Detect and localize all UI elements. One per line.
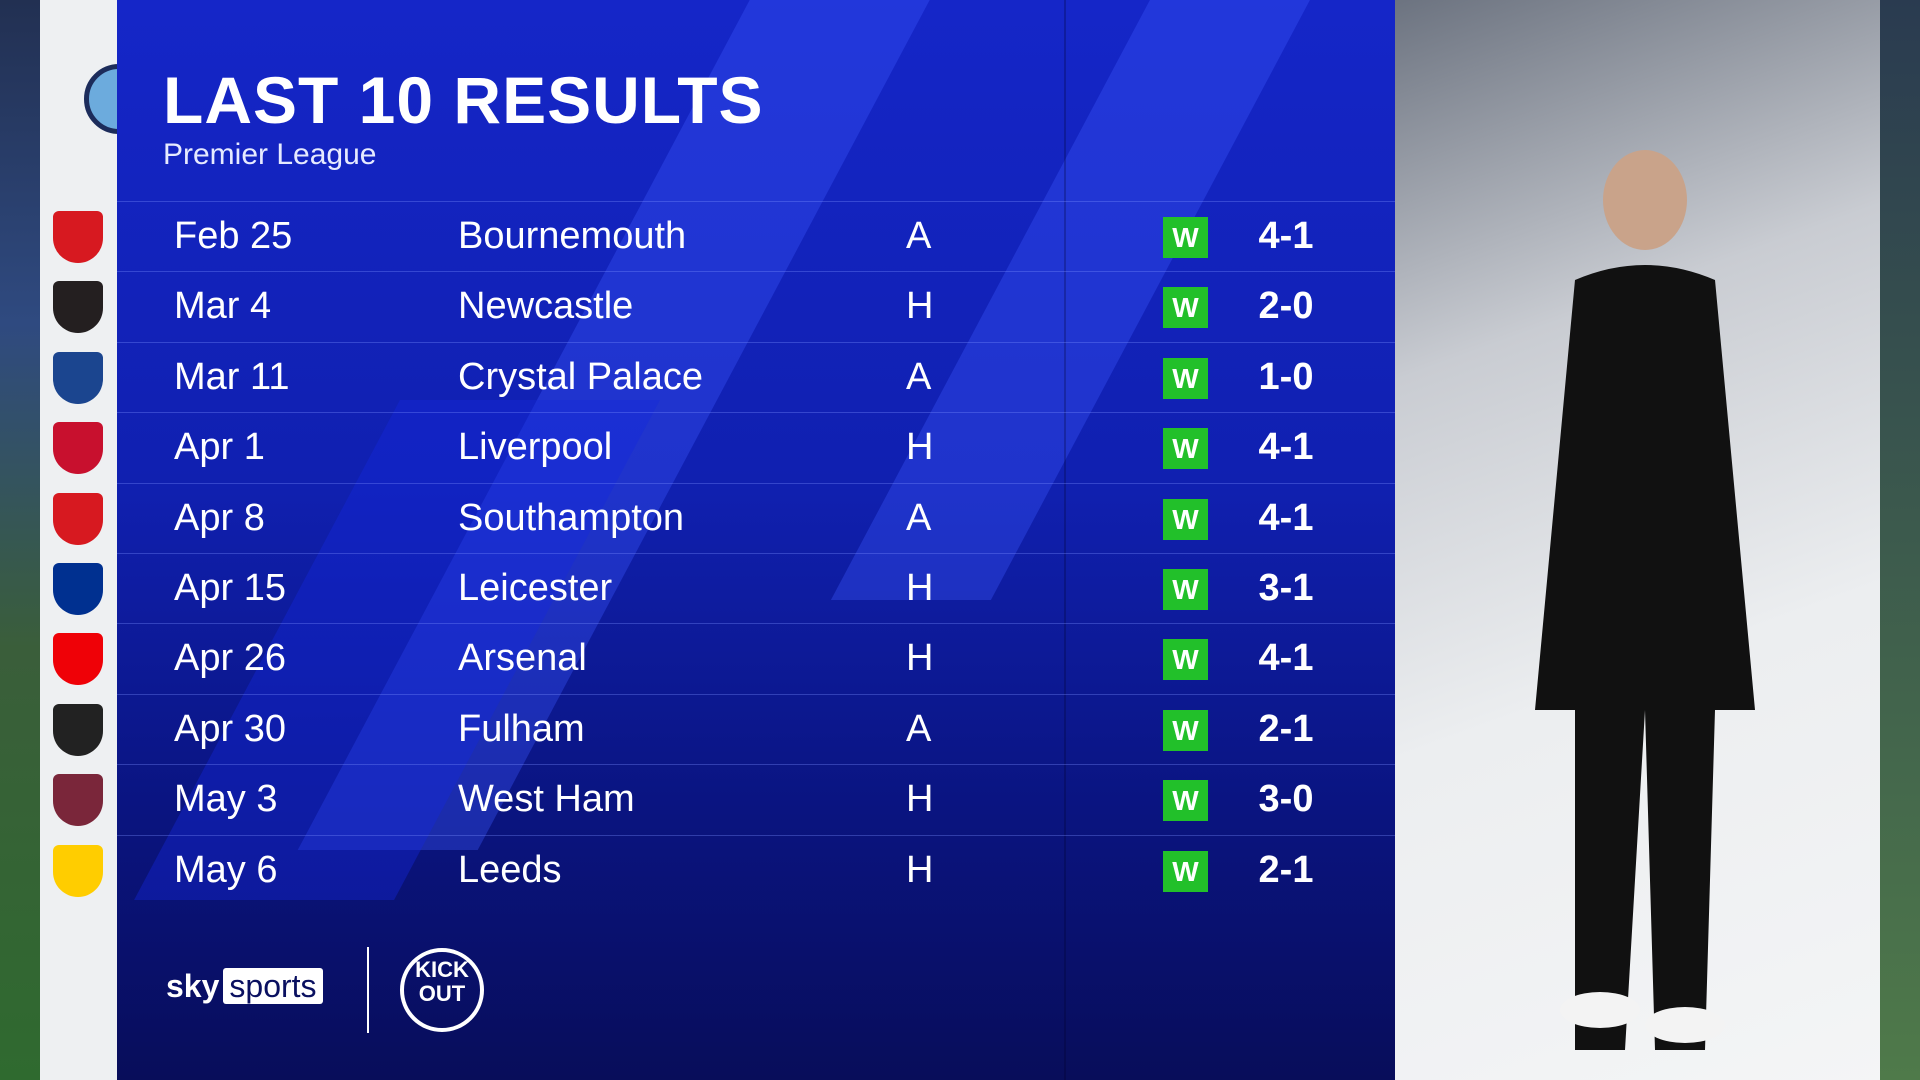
opponent-name: Southampton — [458, 496, 685, 539]
opponent-crest-icon — [53, 281, 103, 334]
row-divider — [117, 623, 1395, 625]
row-divider — [117, 693, 1395, 695]
result-row: May 3 West Ham H W 3-0 — [0, 764, 1920, 834]
score: 4-1 — [1258, 215, 1314, 257]
venue: H — [906, 567, 934, 609]
venue: H — [906, 426, 934, 469]
opponent-crest-icon — [53, 844, 103, 897]
row-divider — [117, 271, 1395, 273]
result-badge: W — [1163, 709, 1208, 751]
result-badge: W — [1163, 569, 1208, 610]
venue: H — [906, 778, 934, 821]
score: 4-1 — [1258, 496, 1314, 539]
match-date: Apr 26 — [174, 637, 286, 680]
result-row: Mar 4 Newcastle H W 2-0 — [0, 271, 1920, 341]
row-divider — [117, 553, 1395, 554]
sky-sports-logo: sky sports — [166, 968, 323, 1005]
manager-photo — [1395, 0, 1920, 1080]
row-divider — [117, 341, 1395, 343]
result-badge: W — [1163, 850, 1208, 892]
opponent-crest-icon — [53, 774, 103, 827]
match-date: Apr 15 — [174, 567, 286, 609]
opponent-name: Leeds — [458, 848, 562, 891]
match-date: Mar 4 — [174, 285, 272, 328]
opponent-crest-icon — [53, 633, 103, 686]
stadium-background — [0, 0, 40, 1080]
venue: A — [906, 215, 932, 257]
opponent-crest-icon — [53, 703, 103, 756]
venue: H — [906, 848, 934, 891]
result-row: Mar 11 Crystal Palace A W 1-0 — [0, 341, 1920, 412]
opponent-crest-icon — [53, 211, 103, 263]
score: 2-1 — [1258, 707, 1314, 750]
result-row: Apr 26 Arsenal H W 4-1 — [0, 623, 1920, 693]
opponent-name: Arsenal — [458, 637, 587, 680]
opponent-name: Fulham — [458, 707, 585, 750]
result-badge: W — [1163, 287, 1208, 329]
score: 2-1 — [1258, 848, 1314, 891]
opponent-name: Newcastle — [458, 285, 634, 328]
score: 1-0 — [1258, 355, 1314, 398]
manager-figure-icon — [1535, 150, 1755, 1050]
opponent-crest-icon — [53, 563, 103, 615]
score: 3-1 — [1258, 567, 1314, 609]
opponent-name: Liverpool — [458, 426, 613, 469]
opponent-name: Leicester — [458, 567, 613, 609]
match-date: Mar 11 — [174, 355, 290, 398]
results-panel — [117, 0, 1395, 1080]
match-date: Apr 1 — [174, 426, 265, 469]
row-divider — [117, 834, 1395, 836]
result-row: Apr 1 Liverpool H W 4-1 — [0, 412, 1920, 482]
venue: A — [906, 496, 932, 539]
result-badge: W — [1163, 428, 1208, 470]
venue: H — [906, 285, 934, 328]
result-row: May 6 Leeds H W 2-1 — [0, 834, 1920, 905]
match-date: Feb 25 — [174, 215, 293, 257]
result-badge: W — [1163, 498, 1208, 540]
score: 4-1 — [1258, 637, 1314, 680]
kick-it-out-logo: KICK OUT — [400, 948, 484, 1032]
logo-divider — [367, 947, 369, 1033]
row-divider — [117, 412, 1395, 414]
row-divider — [117, 201, 1395, 202]
match-date: May 6 — [174, 848, 278, 891]
opponent-crest-icon — [53, 492, 103, 545]
result-badge: W — [1163, 639, 1208, 681]
opponent-name: West Ham — [458, 778, 635, 821]
venue: A — [906, 355, 932, 398]
venue: H — [906, 637, 934, 680]
row-divider — [117, 764, 1395, 766]
result-row: Feb 25 Bournemouth A W 4-1 — [0, 201, 1920, 271]
match-date: May 3 — [174, 778, 278, 821]
opponent-name: Crystal Palace — [458, 355, 703, 398]
page-title: LAST 10 RESULTS — [163, 63, 764, 137]
score: 3-0 — [1258, 778, 1314, 821]
score: 2-0 — [1258, 285, 1314, 328]
result-badge: W — [1163, 357, 1208, 399]
result-row: Apr 15 Leicester H W 3-1 — [0, 553, 1920, 623]
opponent-crest-icon — [53, 351, 103, 404]
row-divider — [117, 482, 1395, 484]
match-date: Apr 8 — [174, 496, 265, 539]
opponent-name: Bournemouth — [458, 215, 687, 257]
competition-subtitle: Premier League — [163, 138, 377, 171]
opponent-crest-icon — [53, 422, 103, 475]
score: 4-1 — [1258, 426, 1314, 469]
match-date: Apr 30 — [174, 707, 286, 750]
venue: A — [906, 707, 932, 750]
result-row: Apr 8 Southampton A W 4-1 — [0, 482, 1920, 553]
result-badge: W — [1163, 780, 1208, 822]
result-badge: W — [1163, 217, 1208, 258]
result-row: Apr 30 Fulham A W 2-1 — [0, 693, 1920, 764]
